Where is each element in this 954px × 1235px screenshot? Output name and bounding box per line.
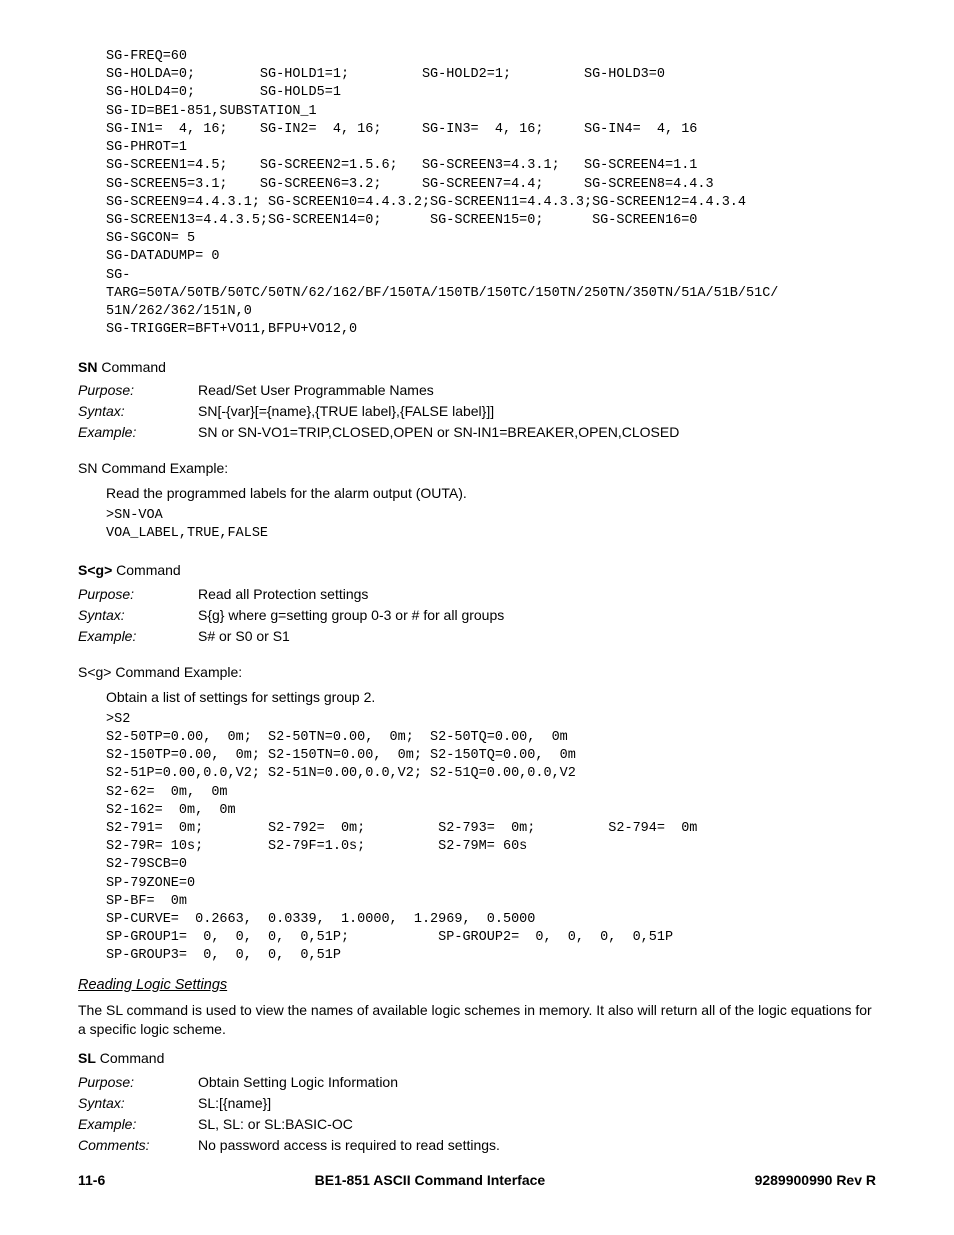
sg-purpose-val: Read all Protection settings <box>198 584 504 605</box>
sl-purpose-val: Obtain Setting Logic Information <box>198 1072 500 1093</box>
sl-command-name: SL <box>78 1050 96 1066</box>
sn-example-block: >SN-VOA VOA_LABEL,TRUE,FALSE <box>106 507 876 543</box>
sl-comments-key: Comments: <box>78 1135 198 1156</box>
sl-example-key: Example: <box>78 1114 198 1135</box>
sn-command-name: SN <box>78 359 97 375</box>
table-row: Syntax: S{g} where g=setting group 0-3 o… <box>78 605 504 626</box>
sg-example-key: Example: <box>78 626 198 647</box>
sl-example-val: SL, SL: or SL:BASIC-OC <box>198 1114 500 1135</box>
sn-example-val: SN or SN-VO1=TRIP,CLOSED,OPEN or SN-IN1=… <box>198 422 679 443</box>
sg-example-val: S# or S0 or S1 <box>198 626 504 647</box>
page-footer: 11-6 BE1-851 ASCII Command Interface 928… <box>78 1171 876 1190</box>
sn-syntax-key: Syntax: <box>78 401 198 422</box>
footer-rev: 9289900990 Rev R <box>755 1171 876 1190</box>
sn-example-key: Example: <box>78 422 198 443</box>
sn-command-head: SN Command <box>78 358 876 377</box>
sl-syntax-key: Syntax: <box>78 1093 198 1114</box>
sg-command-head: S<g> Command <box>78 561 876 580</box>
table-row: Purpose: Read/Set User Programmable Name… <box>78 380 679 401</box>
sg-syntax-val: S{g} where g=setting group 0-3 or # for … <box>198 605 504 626</box>
sn-command-rest: Command <box>97 359 165 375</box>
sl-purpose-key: Purpose: <box>78 1072 198 1093</box>
table-row: Purpose: Read all Protection settings <box>78 584 504 605</box>
table-row: Syntax: SL:[{name}] <box>78 1093 500 1114</box>
reading-logic-settings-head: Reading Logic Settings <box>78 976 876 996</box>
table-row: Example: SN or SN-VO1=TRIP,CLOSED,OPEN o… <box>78 422 679 443</box>
sn-example-desc: Read the programmed labels for the alarm… <box>106 484 876 503</box>
sn-purpose-key: Purpose: <box>78 380 198 401</box>
sn-example-label: SN Command Example: <box>78 459 876 478</box>
sg-command-name: S<g> <box>78 562 112 578</box>
table-row: Purpose: Obtain Setting Logic Informatio… <box>78 1072 500 1093</box>
sn-syntax-val: SN[-{var}[={name},{TRUE label},{FALSE la… <box>198 401 679 422</box>
sl-command-table: Purpose: Obtain Setting Logic Informatio… <box>78 1072 500 1156</box>
table-row: Comments: No password access is required… <box>78 1135 500 1156</box>
sl-command-rest: Command <box>96 1050 164 1066</box>
table-row: Example: S# or S0 or S1 <box>78 626 504 647</box>
sl-comments-val: No password access is required to read s… <box>198 1135 500 1156</box>
footer-page: 11-6 <box>78 1171 105 1190</box>
sg-example-block: >S2 S2-50TP=0.00, 0m; S2-50TN=0.00, 0m; … <box>106 711 876 966</box>
sg-settings-block: SG-FREQ=60 SG-HOLDA=0; SG-HOLD1=1; SG-HO… <box>106 48 876 340</box>
sn-purpose-val: Read/Set User Programmable Names <box>198 380 679 401</box>
sg-example-label: S<g> Command Example: <box>78 663 876 682</box>
table-row: Example: SL, SL: or SL:BASIC-OC <box>78 1114 500 1135</box>
sg-command-rest: Command <box>112 562 180 578</box>
sg-command-table: Purpose: Read all Protection settings Sy… <box>78 584 504 647</box>
reading-logic-settings-para: The SL command is used to view the names… <box>78 1001 876 1039</box>
sn-command-table: Purpose: Read/Set User Programmable Name… <box>78 380 679 443</box>
sl-syntax-val: SL:[{name}] <box>198 1093 500 1114</box>
sg-purpose-key: Purpose: <box>78 584 198 605</box>
table-row: Syntax: SN[-{var}[={name},{TRUE label},{… <box>78 401 679 422</box>
sg-syntax-key: Syntax: <box>78 605 198 626</box>
sl-command-head: SL Command <box>78 1049 876 1068</box>
sg-example-desc: Obtain a list of settings for settings g… <box>106 688 876 707</box>
footer-title: BE1-851 ASCII Command Interface <box>315 1171 546 1190</box>
